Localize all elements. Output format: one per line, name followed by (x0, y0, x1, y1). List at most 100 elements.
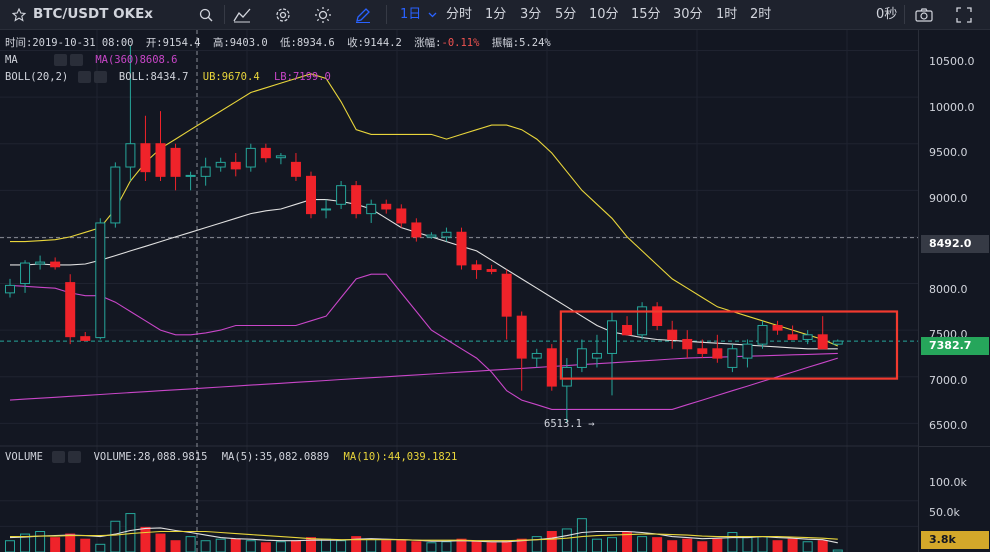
candle-body (742, 343, 753, 359)
toolbar-divider (904, 5, 905, 24)
chart-area[interactable]: 时间:2019-10-31 08:00 开:9154.4 高:9403.0 低:… (0, 30, 918, 552)
ma5-label: MA(5): (221, 451, 260, 463)
settings-icon[interactable] (52, 451, 66, 463)
candle-body (50, 261, 61, 268)
candle-body (336, 185, 347, 205)
volume-bar (125, 513, 136, 552)
volume-name: VOLUME (5, 451, 43, 463)
candle-body (787, 334, 798, 340)
boll-name: BOLL(20,2) (5, 71, 69, 83)
volume-bar (426, 542, 437, 552)
settings-icon[interactable] (270, 0, 296, 29)
candle-body (170, 147, 181, 177)
ub-value: 9670.4 (221, 71, 260, 83)
candle-body (35, 261, 46, 265)
candle-body (591, 352, 602, 359)
theme-icon[interactable] (310, 0, 336, 29)
volume-bar (170, 540, 181, 552)
fullscreen-icon[interactable] (951, 0, 977, 29)
settings-icon[interactable] (53, 54, 67, 66)
volume-value: 28,088.9815 (137, 451, 208, 463)
last-price-tag: 7382.7 (921, 337, 989, 355)
candle-body (576, 348, 587, 368)
candle-body (185, 174, 196, 177)
close-icon[interactable] (68, 451, 82, 463)
low-label: 低: (280, 37, 297, 49)
volume-bar (516, 538, 527, 552)
interval-dropdown[interactable]: 1日 (400, 0, 437, 29)
draw-icon[interactable] (350, 0, 376, 29)
candle-body (321, 208, 332, 211)
symbol-title[interactable]: BTC/USDT OKEx (33, 6, 154, 22)
candle-body (486, 269, 497, 272)
volume-bar (95, 543, 106, 552)
volume-bar (501, 540, 512, 552)
candle-body (637, 306, 648, 336)
candle-body (471, 264, 482, 271)
interval-option[interactable]: 1分 (485, 7, 507, 22)
candle-body (230, 161, 241, 170)
candle-body (351, 185, 362, 215)
interval-option[interactable]: 1时 (716, 7, 738, 22)
star-icon[interactable] (6, 0, 32, 29)
volume-bar (546, 531, 557, 552)
time-value: 2019-10-31 08:00 (32, 37, 134, 49)
volume-bar (637, 536, 648, 552)
volume-bar (321, 538, 332, 552)
interval-option[interactable]: 分时 (446, 7, 473, 22)
volume-bar (787, 538, 798, 552)
volume-bar (215, 538, 226, 552)
candle-body (697, 348, 708, 354)
price-chart[interactable] (0, 30, 918, 552)
candle-body (456, 231, 467, 266)
volume-bar (200, 540, 211, 552)
candle-body (817, 334, 828, 350)
price-tick: 10000.0 (929, 101, 975, 114)
volume-bar (110, 520, 121, 552)
ohlc-legend: 时间:2019-10-31 08:00 开:9154.4 高:9403.0 低:… (5, 36, 551, 50)
candle-body (501, 273, 512, 317)
volume-bar (712, 538, 723, 552)
interval-option[interactable]: 5分 (555, 7, 577, 22)
interval-option[interactable]: 10分 (589, 7, 619, 22)
price-tick: 7000.0 (929, 374, 968, 387)
interval-option[interactable]: 2时 (750, 7, 772, 22)
search-icon[interactable] (193, 0, 219, 29)
volume-tick: 100.0k (929, 476, 967, 489)
change-label: 涨幅: (414, 37, 442, 49)
interval-selected: 1日 (400, 7, 422, 22)
interval-option[interactable]: 3分 (520, 7, 542, 22)
candle-body (110, 166, 121, 224)
volume-bar (697, 541, 708, 552)
candle-body (95, 222, 106, 339)
volume-bar (561, 528, 572, 552)
price-tick: 8000.0 (929, 283, 968, 296)
settings-icon[interactable] (77, 71, 91, 83)
volume-tick: 50.0k (929, 506, 960, 519)
price-axis[interactable]: 10500.0 10000.0 9500.0 9000.0 8000.0 750… (918, 30, 990, 552)
price-tick: 10500.0 (929, 55, 975, 68)
indicator-icon[interactable] (229, 0, 255, 29)
close-icon[interactable] (69, 54, 83, 66)
volume-bar (35, 531, 46, 552)
candle-body (306, 175, 316, 215)
volume-bar (230, 538, 241, 552)
close-icon[interactable] (93, 71, 107, 83)
candle-body (200, 166, 211, 177)
volume-bar (576, 518, 587, 552)
candle-body (155, 143, 166, 177)
candle-body (80, 336, 91, 341)
open-label: 开: (145, 37, 163, 49)
toolbar-divider (224, 5, 225, 24)
close-value: 9144.2 (363, 37, 402, 49)
volume-bar (682, 538, 693, 552)
candle-body (667, 329, 678, 340)
camera-icon[interactable] (911, 0, 937, 29)
candle-body (426, 234, 437, 238)
candle-body (652, 306, 663, 326)
volume-bar (652, 537, 663, 552)
interval-option[interactable]: 30分 (673, 7, 703, 22)
candle-body (140, 143, 151, 173)
interval-option[interactable]: 15分 (631, 7, 661, 22)
boll-label: BOLL: (118, 71, 151, 83)
